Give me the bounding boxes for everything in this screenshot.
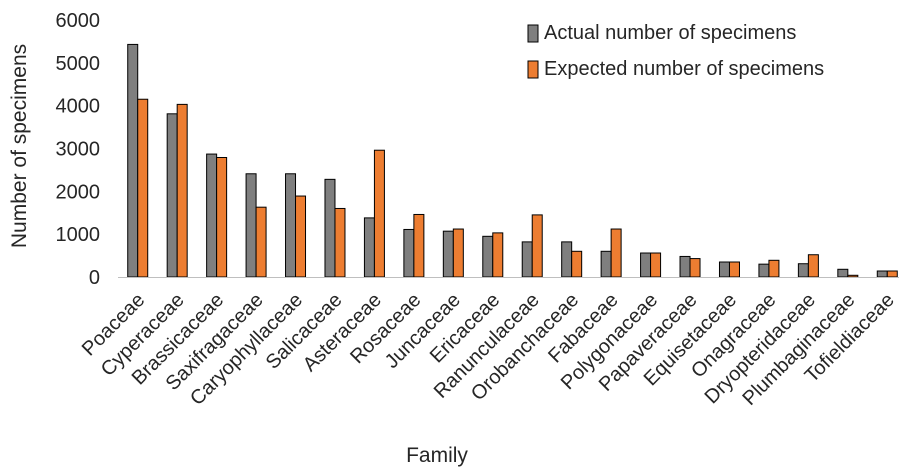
bar-expected-polygonaceae bbox=[650, 252, 662, 278]
bar-actual-poaceae bbox=[127, 43, 139, 278]
legend-swatch-actual bbox=[527, 24, 539, 43]
y-tick-label: 4000 bbox=[56, 96, 101, 118]
bar-expected-rosaceae bbox=[413, 213, 425, 278]
bar-expected-orobanchaceae bbox=[571, 250, 583, 278]
bar-actual-equisetaceae bbox=[718, 261, 730, 278]
y-tick-label: 5000 bbox=[56, 53, 101, 75]
bar-actual-orobanchaceae bbox=[561, 241, 573, 278]
bar-expected-onagraceae bbox=[768, 259, 780, 278]
bar-actual-rosaceae bbox=[403, 228, 415, 278]
legend-label-actual: Actual number of specimens bbox=[544, 22, 796, 44]
bar-actual-ericaceae bbox=[482, 235, 494, 278]
bar-expected-juncaceae bbox=[452, 228, 464, 278]
y-tick-label: 0 bbox=[89, 267, 100, 289]
bar-actual-caryophyllaceae bbox=[285, 173, 297, 278]
bar-expected-poaceae bbox=[137, 98, 149, 278]
bar-actual-cyperaceae bbox=[166, 113, 178, 278]
bar-expected-dryopteridaceae bbox=[807, 254, 819, 278]
y-tick-label: 1000 bbox=[56, 224, 101, 246]
bar-expected-saxifragaceae bbox=[255, 206, 267, 278]
y-tick-label: 6000 bbox=[56, 10, 101, 32]
bar-expected-tofieldiaceae bbox=[886, 270, 898, 278]
bar-expected-ranunculaceae bbox=[531, 214, 543, 278]
bar-expected-plumbaginaceae bbox=[847, 274, 859, 278]
bar-actual-papaveraceae bbox=[679, 255, 691, 278]
bar-expected-asteraceae bbox=[373, 149, 385, 278]
legend: Actual number of specimens Expected numbe… bbox=[527, 22, 824, 80]
category-labels: PoaceaeCyperaceaeBrassicaceaeSaxifragace… bbox=[78, 289, 899, 410]
bar-actual-polygonaceae bbox=[640, 252, 652, 278]
bar-actual-fabaceae bbox=[600, 250, 612, 278]
bar-actual-brassicaceae bbox=[206, 153, 218, 278]
bar-expected-ericaceae bbox=[492, 232, 504, 278]
y-axis-ticks: 0 1000 2000 3000 4000 5000 6000 bbox=[56, 10, 101, 289]
bar-actual-ranunculaceae bbox=[521, 241, 533, 278]
bar-actual-dryopteridaceae bbox=[797, 263, 809, 278]
bar-actual-juncaceae bbox=[442, 230, 454, 278]
bar-expected-brassicaceae bbox=[216, 156, 228, 278]
legend-label-expected: Expected number of specimens bbox=[544, 58, 824, 80]
bar-actual-plumbaginaceae bbox=[837, 268, 849, 278]
y-tick-label: 2000 bbox=[56, 181, 101, 203]
bar-actual-salicaceae bbox=[324, 178, 336, 278]
x-axis-title: Family bbox=[406, 444, 468, 467]
bar-expected-fabaceae bbox=[610, 228, 622, 278]
bar-actual-tofieldiaceae bbox=[876, 270, 888, 278]
bar-expected-salicaceae bbox=[334, 207, 346, 278]
y-tick-label: 3000 bbox=[56, 139, 101, 161]
bar-actual-asteraceae bbox=[363, 217, 375, 278]
bar-expected-equisetaceae bbox=[728, 261, 740, 278]
bar-expected-cyperaceae bbox=[176, 103, 188, 278]
y-axis-title: Number of specimens bbox=[8, 44, 31, 248]
bar-actual-onagraceae bbox=[758, 263, 770, 278]
bar-expected-caryophyllaceae bbox=[295, 195, 307, 278]
bar-actual-saxifragaceae bbox=[245, 173, 257, 278]
legend-swatch-expected bbox=[527, 60, 539, 79]
bar-expected-papaveraceae bbox=[689, 258, 701, 278]
bars-group bbox=[127, 43, 898, 278]
